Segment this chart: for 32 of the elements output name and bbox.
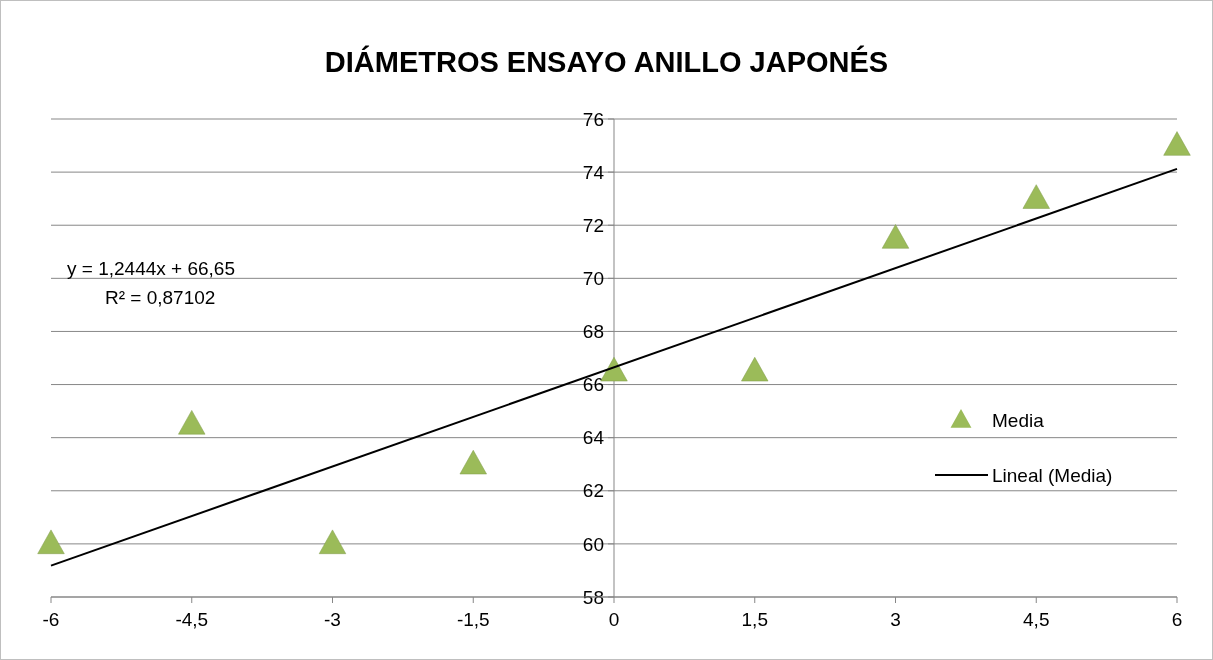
point <box>459 449 487 475</box>
x-tick-label: -3 <box>324 609 341 630</box>
y-tick-label: 76 <box>582 108 604 130</box>
y-tick-label: 66 <box>582 374 604 396</box>
chart-title: DIÁMETROS ENSAYO ANILLO JAPONÉS <box>324 45 889 78</box>
annotation: R² = 0,87102 <box>105 287 216 308</box>
point <box>37 529 65 554</box>
x-tick-label: 3 <box>890 609 901 630</box>
x-tick-label: 0 <box>608 609 620 630</box>
x-tick-label: -1,5 <box>456 609 490 630</box>
point <box>881 224 910 249</box>
x-tick-label: 1,5 <box>741 609 768 630</box>
y-tick-label: 58 <box>582 586 604 608</box>
x-tick-label: 4,5 <box>1023 609 1050 630</box>
y-tick-label: 60 <box>582 533 604 555</box>
x-tick-label: -6 <box>42 609 60 630</box>
point <box>741 357 769 382</box>
point <box>1022 184 1050 209</box>
legend-label: Media <box>992 409 1045 431</box>
y-tick-label: 70 <box>582 267 604 289</box>
y-tick-label: 64 <box>582 427 605 449</box>
point <box>178 410 206 435</box>
x-tick-label: 6 <box>1171 609 1183 630</box>
annotation: y = 1,2444x + 66,65 <box>67 258 235 279</box>
y-tick-label: 72 <box>582 214 604 236</box>
legend-label: Lineal (Media) <box>992 464 1113 486</box>
point <box>1163 131 1191 156</box>
x-tick-label: -4,5 <box>175 609 209 630</box>
y-tick-label: 74 <box>582 161 605 183</box>
y-tick-label: 62 <box>582 480 604 502</box>
y-tick-label: 68 <box>582 321 604 343</box>
point <box>318 529 347 554</box>
